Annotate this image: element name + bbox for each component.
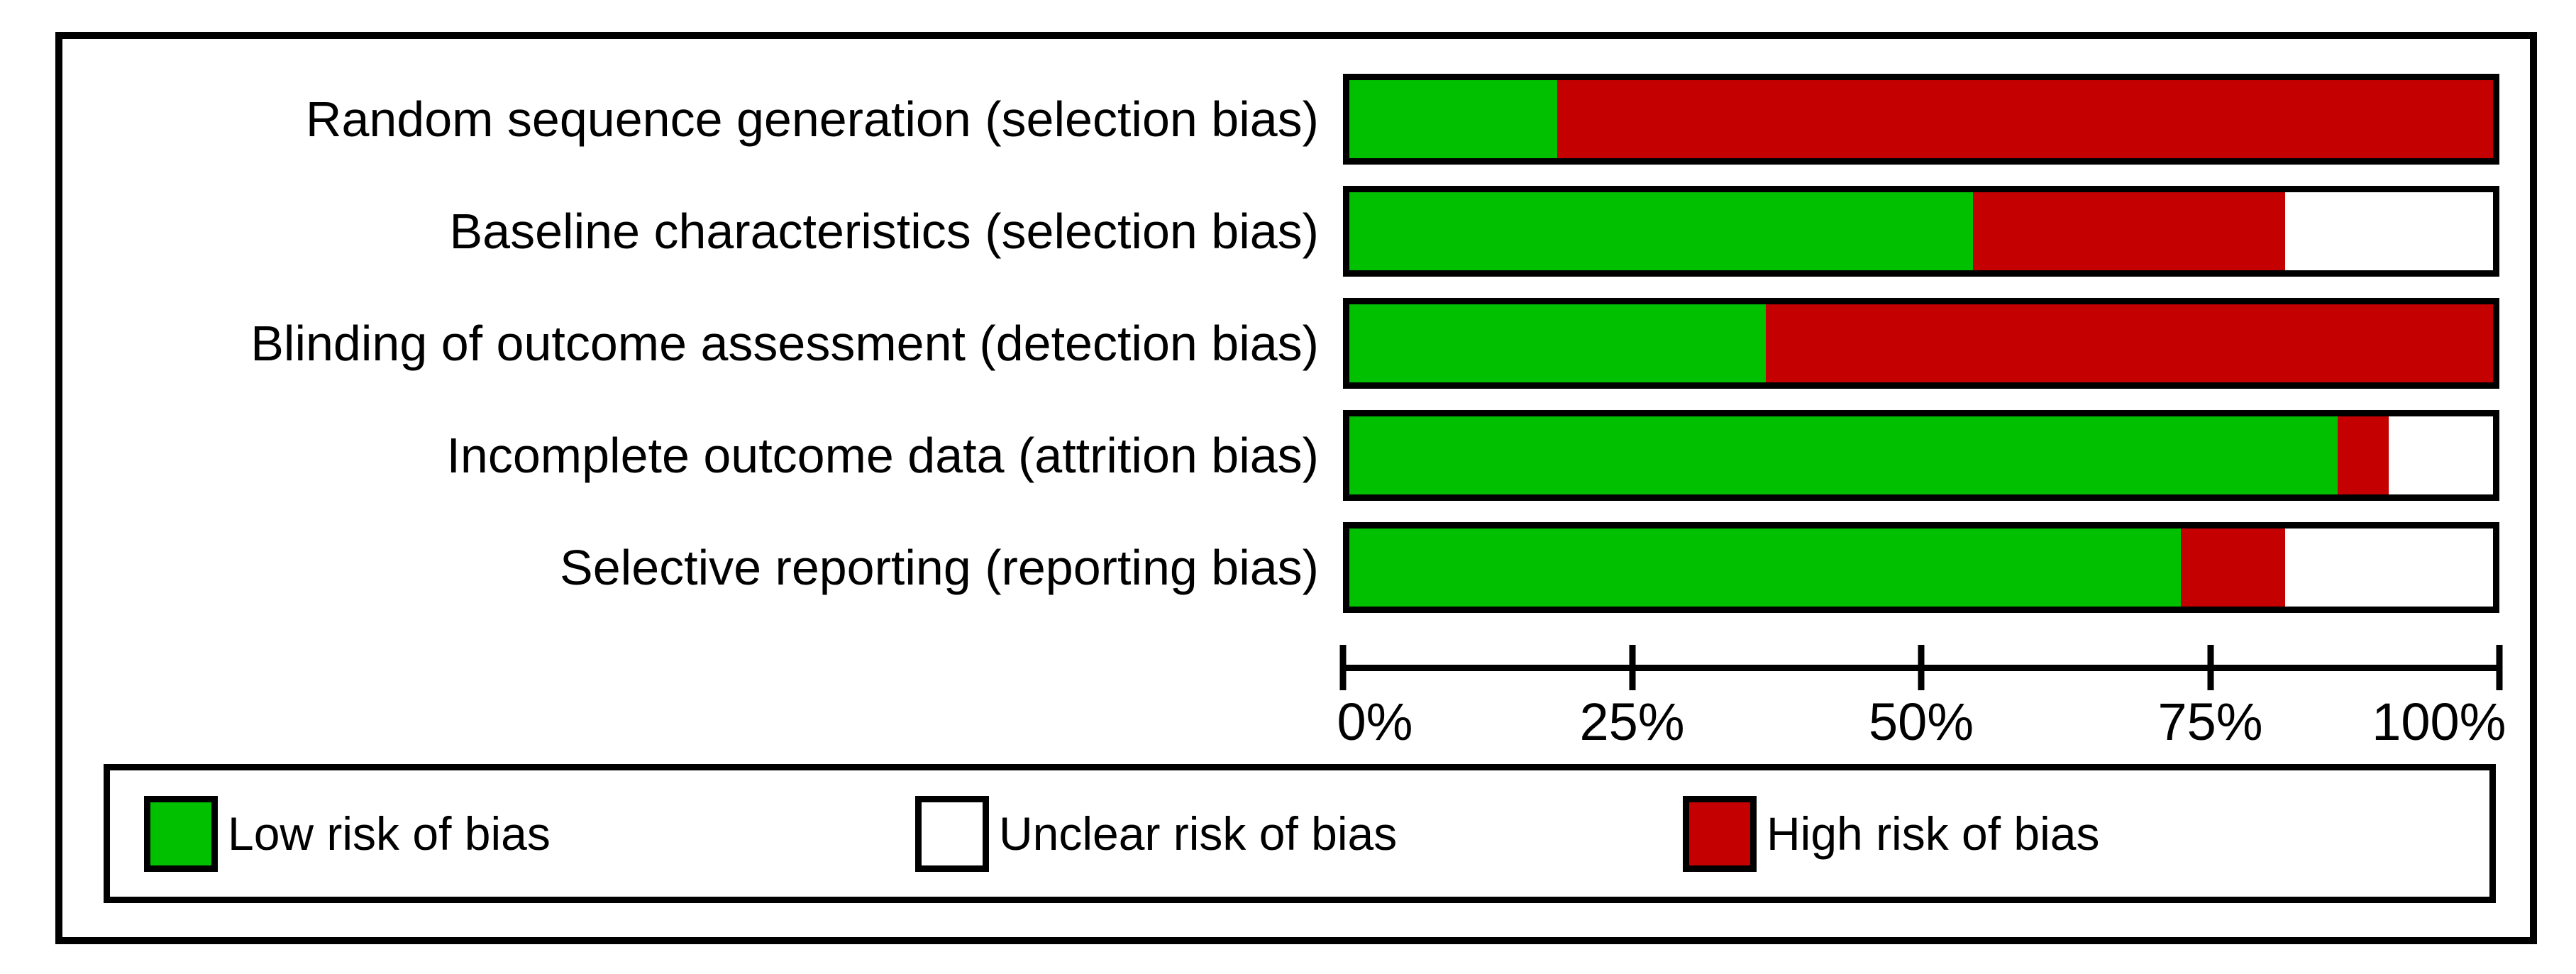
bar-segment-high-risk-of-bias xyxy=(1557,80,2493,158)
x-axis-tick xyxy=(1629,645,1635,690)
legend-swatch-unclear-risk xyxy=(915,795,989,872)
category-label-blinding-of-outcome-assessment-detection-bias: Blinding of outcome assessment (detectio… xyxy=(250,316,1319,371)
legend-item-low-risk: Low risk of bias xyxy=(144,770,551,897)
x-axis-tick xyxy=(2496,645,2503,690)
bar-segment-low-risk-of-bias xyxy=(1349,416,2338,494)
chart-row: Blinding of outcome assessment (detectio… xyxy=(62,287,2530,399)
stacked-bar xyxy=(1343,186,2499,277)
bar-rows: Random sequence generation (selection bi… xyxy=(62,63,2530,624)
category-label-selective-reporting-reporting-bias: Selective reporting (reporting bias) xyxy=(560,540,1319,595)
legend-label-low-risk: Low risk of bias xyxy=(228,807,551,860)
bar-segment-low-risk-of-bias xyxy=(1349,80,1558,158)
legend-swatch-high-risk xyxy=(1683,795,1757,872)
x-axis-tick xyxy=(2207,645,2213,690)
bar-segment-low-risk-of-bias xyxy=(1349,528,2181,607)
bar-segment-unclear-risk-of-bias xyxy=(2389,416,2493,494)
bar-segment-low-risk-of-bias xyxy=(1349,304,1766,382)
bar-segment-unclear-risk-of-bias xyxy=(2284,192,2493,270)
x-axis-tick-label: 100% xyxy=(2372,692,2506,751)
bar-segment-low-risk-of-bias xyxy=(1349,192,1973,270)
legend-label-high-risk: High risk of bias xyxy=(1767,807,2100,860)
x-axis-tick-label: 25% xyxy=(1579,692,1685,751)
category-label-random-sequence-generation-selection-bias: Random sequence generation (selection bi… xyxy=(305,92,1319,147)
stacked-bar xyxy=(1343,74,2499,165)
chart-row: Baseline characteristics (selection bias… xyxy=(62,175,2530,287)
legend-item-unclear-risk: Unclear risk of bias xyxy=(915,770,1397,897)
bar-segment-high-risk-of-bias xyxy=(2180,528,2285,607)
x-axis-tick-label: 0% xyxy=(1337,692,1413,751)
legend-swatch-low-risk xyxy=(144,795,218,872)
category-label-incomplete-outcome-data-attrition-bias: Incomplete outcome data (attrition bias) xyxy=(446,428,1319,483)
legend-label-unclear-risk: Unclear risk of bias xyxy=(999,807,1398,860)
category-label-baseline-characteristics-selection-bias: Baseline characteristics (selection bias… xyxy=(449,204,1319,259)
bar-segment-unclear-risk-of-bias xyxy=(2284,528,2493,607)
legend-item-high-risk: High risk of bias xyxy=(1683,770,2100,897)
x-axis-tick xyxy=(1918,645,1925,690)
bar-segment-high-risk-of-bias xyxy=(2337,416,2389,494)
x-axis-tick-label: 75% xyxy=(2157,692,2263,751)
chart-row: Incomplete outcome data (attrition bias) xyxy=(62,399,2530,511)
chart-frame: Random sequence generation (selection bi… xyxy=(55,32,2537,944)
x-axis: 0% 25% 50% 75% 100% xyxy=(1337,641,2506,775)
x-axis-tick-label: 50% xyxy=(1868,692,1974,751)
bar-segment-high-risk-of-bias xyxy=(1765,304,2493,382)
stacked-bar xyxy=(1343,298,2499,389)
bar-segment-high-risk-of-bias xyxy=(1972,192,2285,270)
chart-row: Random sequence generation (selection bi… xyxy=(62,63,2530,175)
x-axis-tick xyxy=(1339,645,1347,690)
legend: Low risk of bias Unclear risk of bias Hi… xyxy=(104,764,2496,903)
chart-row: Selective reporting (reporting bias) xyxy=(62,511,2530,624)
stacked-bar xyxy=(1343,410,2499,501)
stacked-bar xyxy=(1343,522,2499,613)
